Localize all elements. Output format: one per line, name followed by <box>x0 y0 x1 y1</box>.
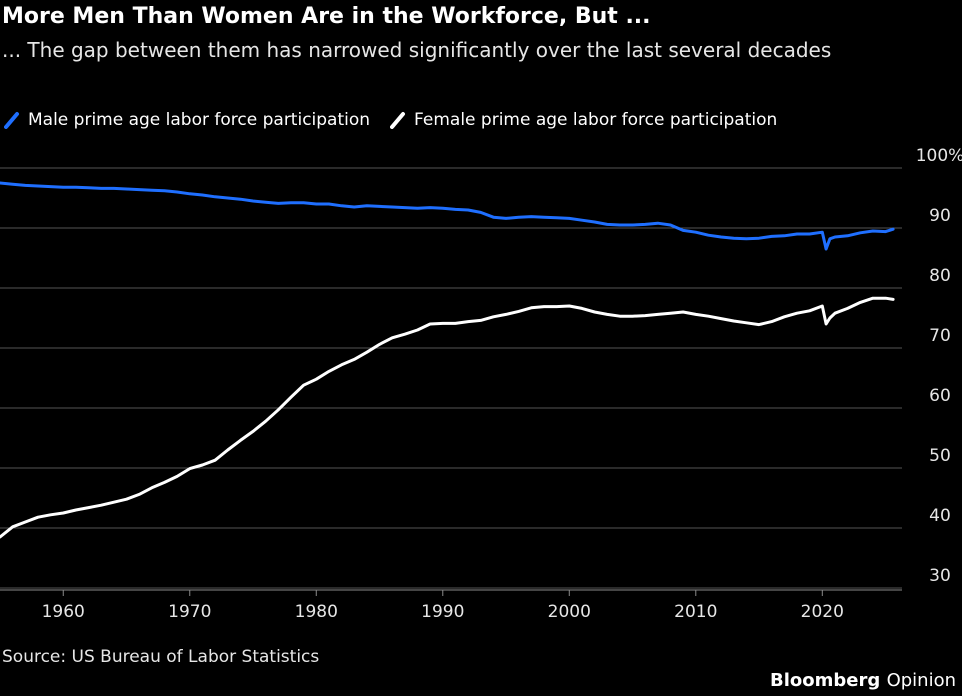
x-tick-label: 1990 <box>421 602 464 622</box>
x-tick-label: 2000 <box>548 602 591 622</box>
series-line-male <box>0 181 895 251</box>
y-tick-label: 90 <box>929 206 951 226</box>
gridlines <box>0 167 902 589</box>
y-tick-label: 70 <box>929 326 951 346</box>
legend-entry-female: Female prime age labor force participati… <box>390 110 777 130</box>
y-tick-label: 80 <box>929 266 951 286</box>
brand-suffix: Opinion <box>886 670 956 691</box>
legend-swatch-male <box>4 112 19 129</box>
x-tick-label: 1960 <box>42 602 85 622</box>
legend-label-male: Male prime age labor force participation <box>28 110 371 130</box>
y-tick-label: 100% <box>916 146 962 166</box>
y-tick-label: 60 <box>929 386 951 406</box>
y-tick-label: 40 <box>929 506 951 526</box>
brand-name: Bloomberg <box>770 670 881 691</box>
x-tick-label: 2010 <box>674 602 717 622</box>
legend: Male prime age labor force participation… <box>4 110 797 130</box>
legend-entry-male: Male prime age labor force participation <box>4 110 370 130</box>
x-tick-label: 2020 <box>801 602 844 622</box>
chart-subtitle: ... The gap between them has narrowed si… <box>2 38 832 62</box>
y-tick-label: 50 <box>929 446 951 466</box>
series-line-female <box>0 296 895 539</box>
legend-label-female: Female prime age labor force participati… <box>414 110 778 130</box>
source-note: Source: US Bureau of Labor Statistics <box>2 647 320 667</box>
x-tick-label: 1970 <box>168 602 211 622</box>
branding: Bloomberg Opinion <box>770 670 956 691</box>
x-tick-label: 1980 <box>295 602 338 622</box>
series-lines <box>0 181 895 539</box>
y-tick-label: 30 <box>929 566 951 586</box>
chart-title: More Men Than Women Are in the Workforce… <box>2 4 651 29</box>
legend-swatch-female <box>390 112 406 129</box>
y-axis: 100% 90 80 70 60 50 40 30 <box>916 146 962 586</box>
x-axis: 1960 1970 1980 1990 2000 2010 2020 <box>0 589 902 622</box>
